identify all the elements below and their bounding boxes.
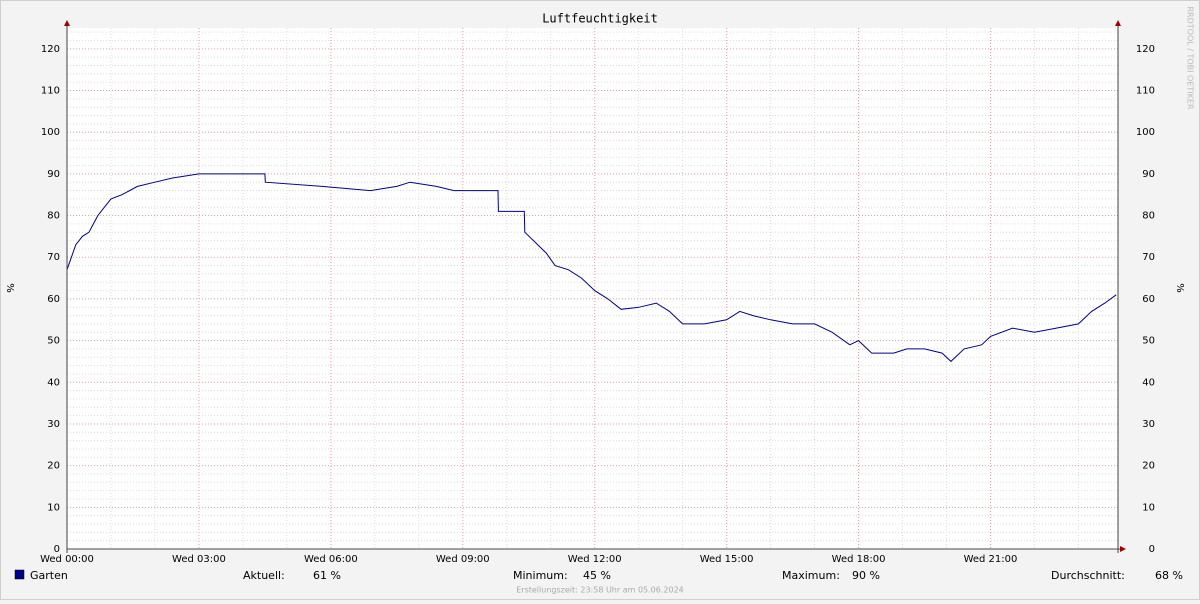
y-tick-label-right: 70 <box>1142 252 1155 263</box>
y-tick-label-right: 0 <box>1149 544 1155 555</box>
y-tick-label-right: 120 <box>1136 44 1155 55</box>
y-tick-label-right: 110 <box>1136 86 1155 97</box>
y-tick-label-right: 30 <box>1142 419 1155 430</box>
y-tick-label: 0 <box>54 544 60 555</box>
x-tick-label: Wed 18:00 <box>832 554 886 565</box>
y-tick-label-right: 50 <box>1142 336 1155 347</box>
x-tick-label: Wed 06:00 <box>304 554 358 565</box>
axis-arrow <box>1115 20 1121 26</box>
stat-value: 61 % <box>313 569 341 582</box>
y-axis-label-right: % <box>1174 283 1185 293</box>
stat-label: Minimum: <box>513 569 568 582</box>
stat-label: Aktuell: <box>243 569 285 582</box>
x-tick-label: Wed 03:00 <box>172 554 226 565</box>
stat-value: 90 % <box>852 569 880 582</box>
y-tick-label: 60 <box>47 294 60 305</box>
footer: Erstellungszeit: 23:58 Uhr am 05.06.2024 <box>516 586 684 595</box>
x-tick-label: Wed 15:00 <box>700 554 754 565</box>
y-tick-label: 80 <box>47 211 60 222</box>
legend-label: Garten <box>30 569 68 582</box>
x-tick-label: Wed 09:00 <box>436 554 490 565</box>
stat-value: 68 % <box>1155 569 1183 582</box>
x-tick-label: Wed 12:00 <box>568 554 622 565</box>
y-tick-label: 100 <box>41 127 60 138</box>
y-tick-label: 90 <box>47 169 60 180</box>
stat-label: Durchschnitt: <box>1051 569 1125 582</box>
y-tick-label-right: 90 <box>1142 169 1155 180</box>
y-tick-label: 110 <box>41 86 60 97</box>
y-tick-label: 70 <box>47 252 60 263</box>
chart-title: Luftfeuchtigkeit <box>542 12 658 26</box>
y-tick-label-right: 10 <box>1142 502 1155 513</box>
stat-value: 45 % <box>583 569 611 582</box>
y-tick-label: 40 <box>47 377 60 388</box>
y-tick-label: 10 <box>47 502 60 513</box>
axis-arrow <box>64 20 70 26</box>
y-tick-label-right: 100 <box>1136 127 1155 138</box>
y-tick-label-right: 40 <box>1142 377 1155 388</box>
stat-label: Maximum: <box>782 569 840 582</box>
y-axis-label: % <box>4 283 15 293</box>
x-tick-label: Wed 21:00 <box>964 554 1018 565</box>
y-tick-label: 20 <box>47 461 60 472</box>
watermark: RRDTOOL / TOBI OETIKER <box>1186 6 1195 109</box>
axis-arrow <box>1120 546 1126 552</box>
legend-swatch <box>14 569 25 580</box>
y-tick-label: 120 <box>41 44 60 55</box>
y-tick-label: 50 <box>47 336 60 347</box>
y-tick-label-right: 80 <box>1142 211 1155 222</box>
y-tick-label-right: 20 <box>1142 461 1155 472</box>
marks <box>66 173 1117 363</box>
line-series <box>66 173 1117 363</box>
grid <box>66 28 1118 550</box>
y-tick-label: 30 <box>47 419 60 430</box>
x-tick-label: Wed 00:00 <box>40 554 94 565</box>
y-tick-label-right: 60 <box>1142 294 1155 305</box>
